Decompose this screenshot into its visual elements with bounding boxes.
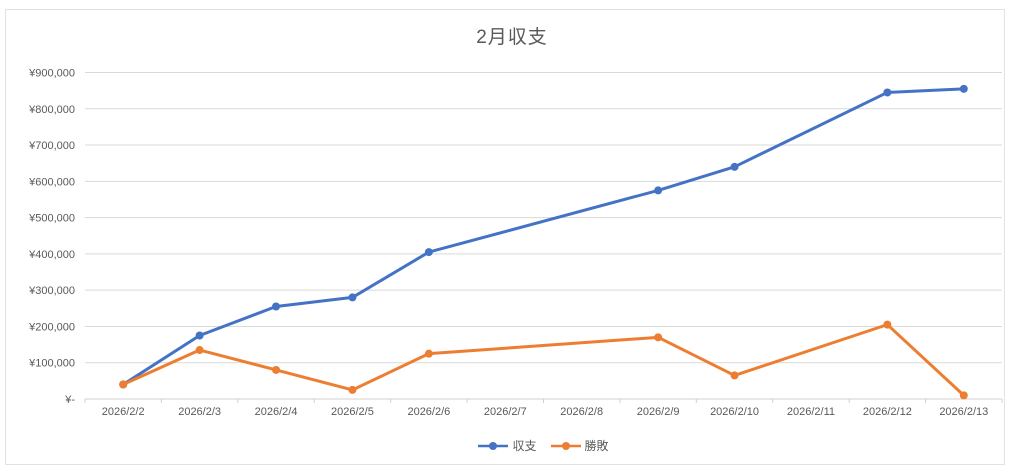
data-point-marker [730, 371, 739, 380]
data-point-marker [959, 84, 968, 93]
data-point-marker [272, 302, 281, 311]
legend-item-0: 収支 [478, 437, 537, 454]
y-tick-label: ¥700,000 [28, 140, 75, 152]
x-tick-label: 2026/2/7 [484, 406, 527, 418]
x-tick-label: 2026/2/13 [939, 406, 988, 418]
legend: 収支 勝敗 [85, 437, 1002, 454]
x-tick-label: 2026/2/8 [560, 406, 603, 418]
data-point-marker [883, 88, 892, 97]
y-tick-label: ¥300,000 [28, 285, 75, 297]
x-tick-label: 2026/2/4 [255, 406, 298, 418]
y-tick-label: ¥100,000 [28, 358, 75, 370]
data-point-marker [654, 186, 663, 195]
x-tick-label: 2026/2/2 [102, 406, 145, 418]
x-tick-label: 2026/2/3 [178, 406, 221, 418]
data-point-marker [730, 162, 739, 171]
legend-line-marker-icon [550, 441, 581, 450]
x-tick-label: 2026/2/6 [407, 406, 450, 418]
y-tick-label: ¥200,000 [28, 321, 75, 333]
y-tick-label: ¥- [64, 394, 75, 406]
legend-item-1: 勝敗 [550, 437, 609, 454]
y-tick-label: ¥600,000 [28, 176, 75, 188]
y-tick-label: ¥800,000 [28, 104, 75, 116]
x-tick-label: 2026/2/11 [787, 406, 835, 418]
y-tick-label: ¥400,000 [28, 249, 75, 261]
x-tick-label: 2026/2/5 [331, 406, 374, 418]
legend-label: 収支 [512, 439, 537, 453]
x-tick-label: 2026/2/10 [710, 406, 759, 418]
x-tick-label: 2026/2/9 [637, 406, 680, 418]
data-point-marker [195, 331, 204, 340]
series-line-1 [121, 323, 966, 397]
x-tick-label: 2026/2/12 [863, 406, 912, 418]
data-point-marker [959, 391, 968, 400]
data-point-marker [272, 365, 281, 374]
y-tick-label: ¥900,000 [28, 68, 75, 80]
data-point-marker [348, 293, 357, 302]
data-point-marker [424, 248, 433, 257]
data-point-marker [119, 380, 128, 389]
data-point-marker [654, 333, 663, 342]
chart-title: 2月収支 [476, 27, 548, 48]
legend-label: 勝敗 [584, 439, 609, 453]
data-point-marker [195, 346, 204, 355]
data-point-marker [883, 320, 892, 329]
data-point-marker [424, 349, 433, 358]
chart-border [5, 9, 1005, 465]
y-tick-label: ¥500,000 [28, 213, 75, 225]
legend-line-marker-icon [478, 441, 509, 450]
data-point-marker [348, 385, 357, 394]
